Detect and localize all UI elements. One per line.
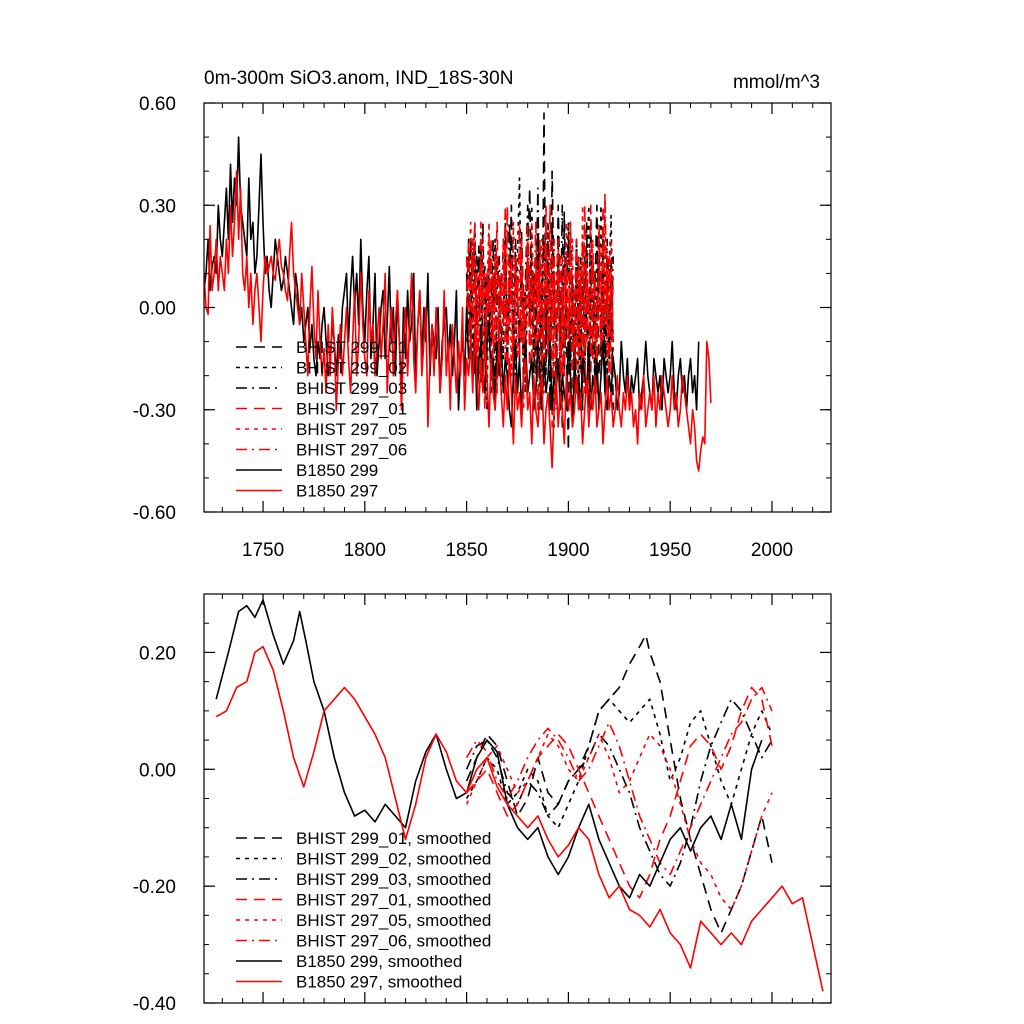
legend-label: BHIST 297_01, smoothed: [296, 891, 491, 910]
legend-label: BHIST 299_03, smoothed: [296, 870, 491, 889]
legend-label: BHIST 297_06, smoothed: [296, 932, 491, 951]
x-tick-label: 2000: [751, 540, 793, 561]
series-line-b1850-297-smoothed: [215, 645, 824, 992]
bottom-series-group: [215, 598, 824, 992]
x-tick-label: 1800: [344, 540, 386, 561]
series-line-b1850-299-smoothed: [215, 598, 763, 899]
legend-label: B1850 299: [296, 461, 378, 480]
top-x-axis: 1750 1800 1850 1900 1950 2000: [221, 103, 814, 561]
legend-label: B1850 297, smoothed: [296, 973, 462, 992]
series-line-b1850-297: [204, 170, 712, 472]
legend-label: BHIST 299_01, smoothed: [296, 829, 491, 848]
bottom-chart: 0.20 0.00 -0.20 -0.40 BHIST 299_01, smoothe…: [133, 593, 832, 1015]
bottom-y-axis: 0.20 0.00 -0.20 -0.40: [133, 593, 831, 1015]
units-label: mmol/m^3: [733, 72, 820, 93]
top-chart: 0m-300m SiO3.anom, IND_18S-30N mmol/m^3 …: [133, 68, 832, 561]
y-tick-label: -0.40: [133, 994, 176, 1015]
y-tick-label: -0.30: [133, 401, 176, 422]
x-tick-label: 1750: [242, 540, 284, 561]
series-line-bhist-297-01: [465, 204, 614, 428]
legend-label: BHIST 297_01: [296, 400, 407, 419]
x-tick-label: 1900: [547, 540, 589, 561]
series-line-bhist-297-01-smoothed: [465, 686, 773, 899]
chart-title: 0m-300m SiO3.anom, IND_18S-30N: [204, 68, 513, 89]
bottom-legend: BHIST 299_01, smoothed BHIST 299_02, smoo…: [236, 829, 491, 992]
y-tick-label: 0.20: [139, 643, 176, 664]
series-line-bhist-297-05: [465, 204, 614, 411]
legend-label: BHIST 299_02: [296, 359, 407, 378]
y-tick-label: -0.60: [133, 503, 176, 524]
legend-label: BHIST 299_01: [296, 338, 407, 357]
series-line-bhist-299-01-smoothed: [465, 634, 773, 934]
legend-label: BHIST 299_02, smoothed: [296, 850, 491, 869]
series-line-bhist-299-03: [465, 187, 614, 411]
legend-label: B1850 299, smoothed: [296, 952, 462, 971]
y-tick-label: 0.00: [139, 299, 176, 320]
series-line-bhist-299-02-smoothed: [465, 698, 773, 829]
legend-label: B1850 297: [296, 482, 378, 501]
top-series-group: [204, 112, 712, 472]
y-tick-label: 0.60: [139, 94, 176, 115]
legend-label: BHIST 297_06: [296, 441, 407, 460]
x-tick-label: 1950: [649, 540, 691, 561]
y-tick-label: -0.20: [133, 877, 176, 898]
y-tick-label: 0.30: [139, 196, 176, 217]
legend-label: BHIST 297_05, smoothed: [296, 911, 491, 930]
top-y-axis: 0.60 0.30 0.00 -0.30 -0.60: [133, 94, 831, 524]
bottom-x-axis: [221, 594, 814, 1003]
legend-label: BHIST 299_03: [296, 379, 407, 398]
y-tick-label: 0.00: [139, 760, 176, 781]
x-tick-label: 1850: [445, 540, 487, 561]
series-line-bhist-297-05-smoothed: [465, 733, 773, 911]
legend-label: BHIST 297_05: [296, 420, 407, 439]
